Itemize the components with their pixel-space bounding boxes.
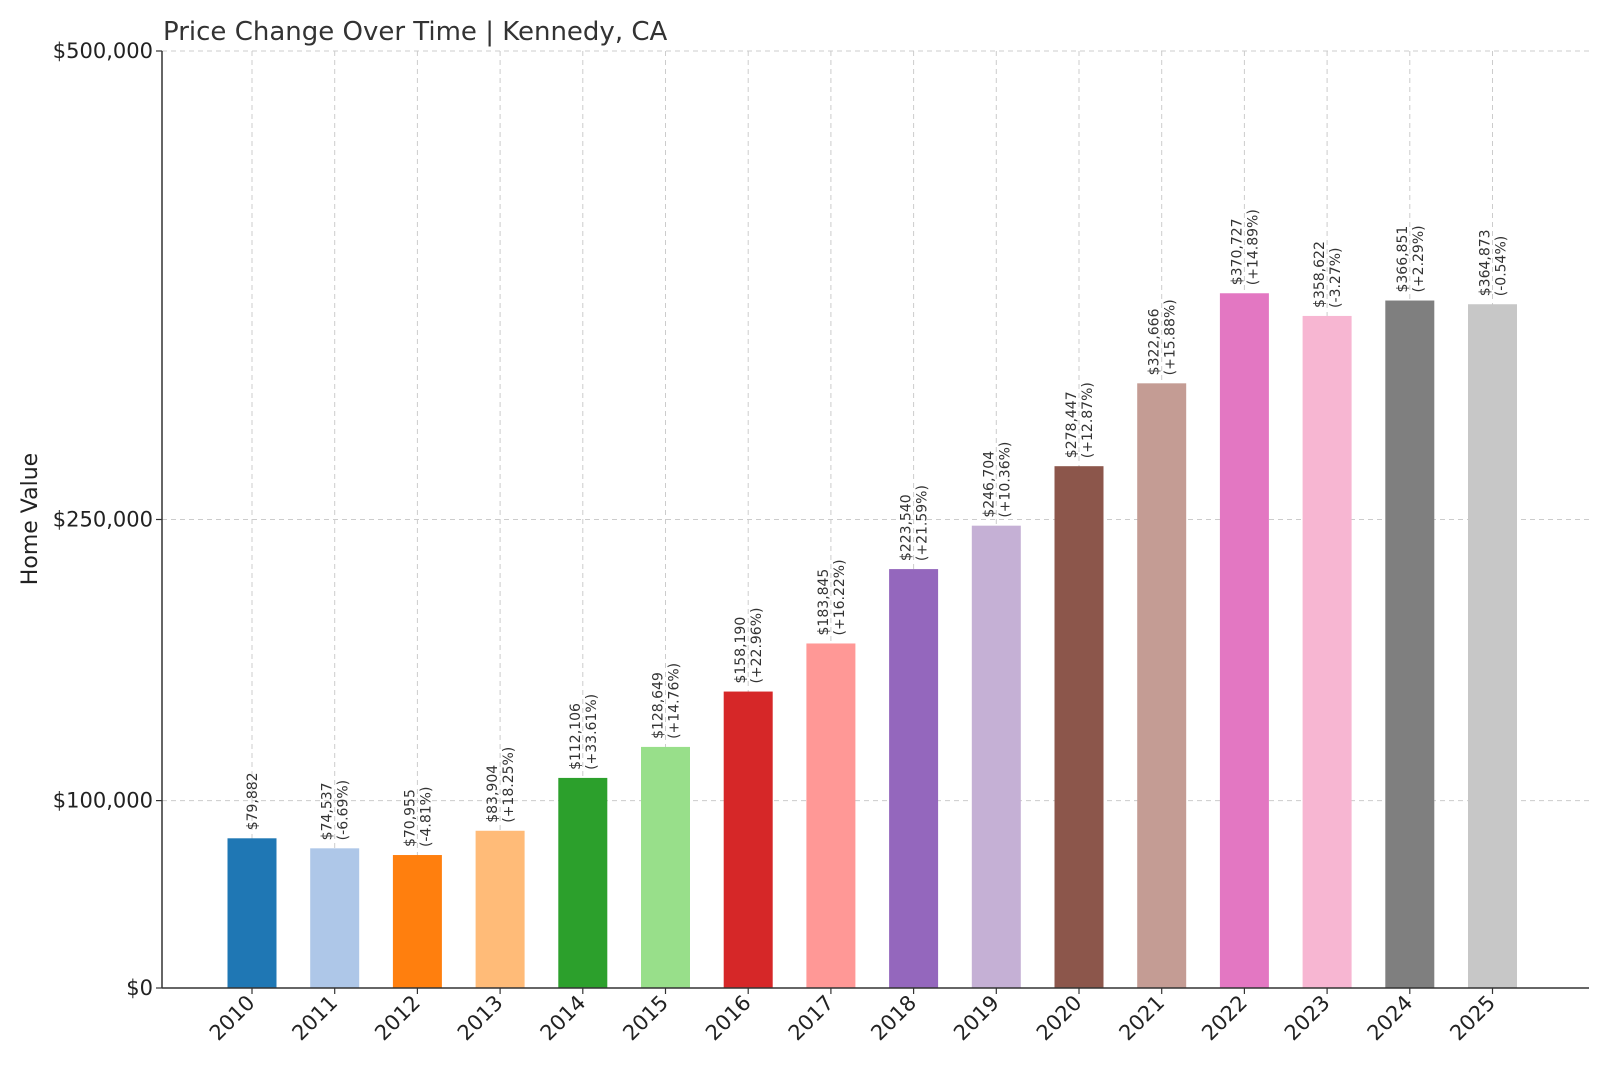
change-label: (+10.36%) <box>997 442 1013 518</box>
x-tick-label: 2018 <box>866 991 921 1046</box>
value-label: $358,622 <box>1312 241 1328 308</box>
data-label-group: $128,649 (+14.76%) <box>651 663 683 739</box>
data-label-group: $83,904 (+18.25%) <box>485 747 517 823</box>
bar-2013 <box>475 830 525 988</box>
change-label: (+33.61%) <box>584 694 600 770</box>
data-label-group: $158,190 (+22.96%) <box>733 608 765 684</box>
x-tick-label: 2019 <box>949 991 1004 1046</box>
data-label-group: $79,882 <box>245 772 261 830</box>
x-tick-label: 2016 <box>701 991 756 1046</box>
x-tick-label: 2013 <box>453 991 508 1046</box>
value-label: $278,447 <box>1064 391 1080 458</box>
value-label: $70,955 <box>402 789 418 847</box>
y-tick-label: $500,000 <box>53 39 153 63</box>
bar-2017 <box>806 643 856 988</box>
bar-2022 <box>1219 293 1269 989</box>
change-label: (+14.76%) <box>667 663 683 739</box>
x-tick-label: 2023 <box>1280 991 1335 1046</box>
change-label: (+18.25%) <box>501 747 517 823</box>
change-label: (+22.96%) <box>749 608 765 684</box>
change-label: (+16.22%) <box>832 559 848 635</box>
y-axis-label: Home Value <box>18 453 43 585</box>
data-label-group: $74,537 (-6.69%) <box>320 780 352 840</box>
value-label: $364,873 <box>1478 229 1494 296</box>
value-label: $128,649 <box>651 672 667 739</box>
x-tick-label: 2017 <box>784 991 839 1046</box>
y-tick-label: $0 <box>126 976 153 1000</box>
y-tick-label: $100,000 <box>53 789 153 813</box>
data-labels-layer: $79,882 $74,537 (-6.69%) $70,955 (-4.81%) $83… <box>245 209 1510 847</box>
change-label: (-0.54%) <box>1494 236 1510 296</box>
change-label: (+14.89%) <box>1245 209 1261 285</box>
data-label-group: $70,955 (-4.81%) <box>402 787 434 847</box>
grid-layer <box>162 50 1589 988</box>
change-label: (+15.88%) <box>1163 299 1179 375</box>
data-label-group: $278,447 (+12.87%) <box>1064 382 1096 458</box>
data-label-group: $223,540 (+21.59%) <box>899 485 931 561</box>
bar-2014 <box>558 777 608 988</box>
y-ticks-layer: $0 $100,000 $250,000 $500,000 <box>53 39 162 1000</box>
change-label: (-4.81%) <box>418 787 434 847</box>
value-label: $183,845 <box>816 569 832 636</box>
chart-title: Price Change Over Time | Kennedy, CA <box>163 17 667 47</box>
data-label-group: $322,666 (+15.88%) <box>1147 299 1179 375</box>
value-label: $79,882 <box>245 772 261 830</box>
x-tick-label: 2011 <box>287 991 342 1046</box>
change-label: (+2.29%) <box>1411 225 1427 292</box>
x-ticks-layer: 2010 2011 2012 2013 2014 2015 2016 2017 2018 2019… <box>205 988 1500 1045</box>
y-tick-label: $250,000 <box>53 508 153 532</box>
data-label-group: $358,622 (-3.27%) <box>1312 241 1344 308</box>
x-tick-label: 2020 <box>1032 991 1087 1046</box>
x-tick-label: 2010 <box>205 991 260 1046</box>
value-label: $370,727 <box>1229 218 1245 285</box>
value-label: $112,106 <box>568 703 584 770</box>
value-label: $83,904 <box>485 765 501 823</box>
x-tick-label: 2024 <box>1363 991 1418 1046</box>
bar-2015 <box>641 746 690 988</box>
value-label: $246,704 <box>981 451 997 518</box>
change-label: (-6.69%) <box>336 780 352 840</box>
data-label-group: $366,851 (+2.29%) <box>1395 225 1427 292</box>
bar-2019 <box>971 525 1021 988</box>
value-label: $223,540 <box>899 494 915 561</box>
bar-2024 <box>1385 300 1435 988</box>
x-tick-label: 2022 <box>1197 991 1252 1046</box>
change-label: (-3.27%) <box>1328 247 1344 307</box>
bar-2021 <box>1137 383 1187 988</box>
data-label-group: $246,704 (+10.36%) <box>981 442 1013 518</box>
bar-2012 <box>392 855 442 988</box>
data-label-group: $364,873 (-0.54%) <box>1478 229 1510 296</box>
value-label: $74,537 <box>320 782 336 840</box>
bar-2011 <box>310 848 360 988</box>
bar-2025 <box>1468 304 1517 988</box>
change-label: (+12.87%) <box>1080 382 1096 458</box>
x-tick-label: 2012 <box>370 991 425 1046</box>
value-label: $322,666 <box>1147 308 1163 375</box>
bar-2016 <box>723 691 773 988</box>
data-label-group: $370,727 (+14.89%) <box>1229 209 1261 285</box>
bar-2023 <box>1302 315 1352 988</box>
value-label: $158,190 <box>733 617 749 684</box>
x-tick-label: 2021 <box>1114 991 1169 1046</box>
change-label: (+21.59%) <box>915 485 931 561</box>
value-label: $366,851 <box>1395 226 1411 293</box>
x-tick-label: 2014 <box>536 991 591 1046</box>
bar-2010 <box>227 838 277 988</box>
bar-2020 <box>1054 466 1104 988</box>
bar-2018 <box>889 569 939 988</box>
bars-layer <box>227 293 1517 989</box>
x-tick-label: 2015 <box>618 991 673 1046</box>
x-tick-label: 2025 <box>1445 991 1500 1046</box>
data-label-group: $112,106 (+33.61%) <box>568 694 600 770</box>
data-label-group: $183,845 (+16.22%) <box>816 559 848 635</box>
